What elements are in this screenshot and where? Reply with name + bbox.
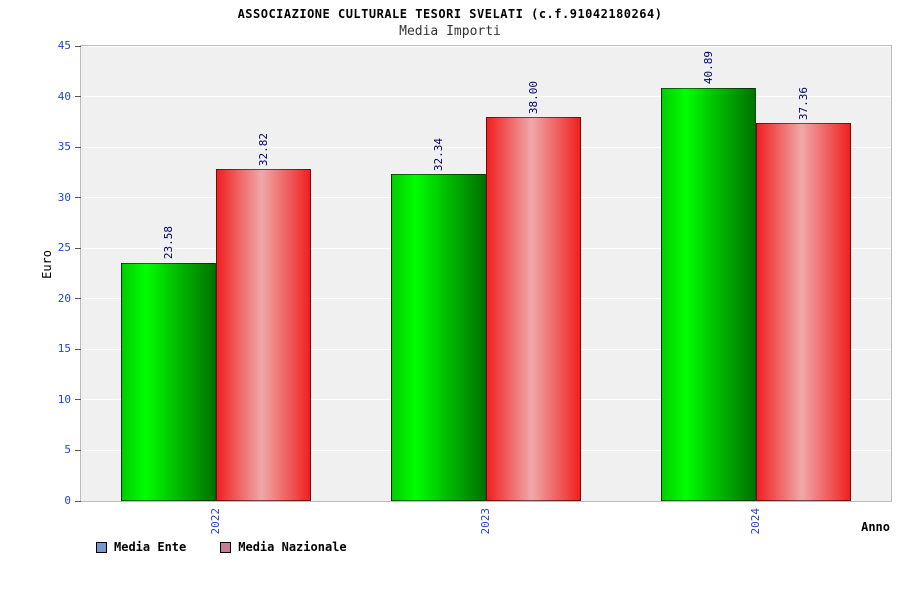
- y-tickmark: [75, 500, 81, 502]
- legend: Media Ente Media Nazionale: [96, 540, 347, 554]
- bar-media-nazionale: [486, 116, 581, 501]
- x-tick-label: 2024: [749, 508, 762, 535]
- bar-media-ente: [391, 174, 486, 501]
- plot-area: 0 5 10 15 20 25 30 35 40 45 23.58 32.82 2022 32.34 38.…: [58, 39, 892, 535]
- bar-media-nazionale: [216, 169, 311, 501]
- chart-subtitle: Media Importi: [399, 24, 501, 39]
- bar-value-label: 40.89: [701, 51, 715, 85]
- y-tick-label: 25: [57, 241, 71, 255]
- bar-value-label: 32.82: [256, 133, 270, 167]
- chart-title: ASSOCIAZIONE CULTURALE TESORI SVELATI (c…: [237, 7, 663, 21]
- y-tickmark: [75, 449, 81, 451]
- gridline: [81, 96, 891, 98]
- bar-value-label: 37.36: [796, 87, 810, 121]
- legend-swatch: [220, 541, 232, 553]
- y-tickmark: [75, 45, 81, 47]
- y-axis-title: Euro: [40, 250, 54, 279]
- legend-item-media-nazionale: Media Nazionale: [220, 540, 347, 554]
- bar-media-nazionale: [756, 123, 851, 501]
- y-tick-label: 30: [57, 190, 71, 204]
- bar-media-ente: [121, 262, 216, 501]
- x-tick-label: 2023: [479, 508, 492, 535]
- x-tick-label: 2022: [209, 508, 222, 535]
- bar-value-label: 38.00: [526, 80, 540, 114]
- y-tickmark: [75, 348, 81, 350]
- bar-value-label: 23.58: [161, 226, 175, 260]
- y-tick-label: 20: [57, 291, 71, 305]
- y-tick-label: 5: [64, 443, 71, 457]
- legend-item-media-ente: Media Ente: [96, 540, 186, 554]
- gridline: [81, 45, 891, 47]
- legend-label: Media Ente: [114, 540, 187, 554]
- y-tick-label: 45: [57, 39, 71, 52]
- bar-media-ente: [661, 87, 756, 501]
- y-tick-label: 15: [57, 342, 71, 356]
- y-tickmark: [75, 197, 81, 199]
- bar-value-label: 32.34: [431, 137, 445, 172]
- y-tickmark: [75, 298, 81, 300]
- legend-label: Media Nazionale: [238, 540, 347, 554]
- y-tick-label: 35: [57, 140, 71, 154]
- y-tick-label: 10: [57, 392, 71, 406]
- x-axis-title: Anno: [861, 520, 890, 534]
- y-tickmark: [75, 247, 81, 249]
- y-tickmark: [75, 96, 81, 98]
- y-tickmark: [75, 146, 81, 148]
- y-tickmark: [75, 399, 81, 401]
- y-tick-label: 0: [64, 494, 71, 507]
- y-tick-label: 40: [57, 89, 71, 103]
- legend-swatch: [96, 541, 107, 553]
